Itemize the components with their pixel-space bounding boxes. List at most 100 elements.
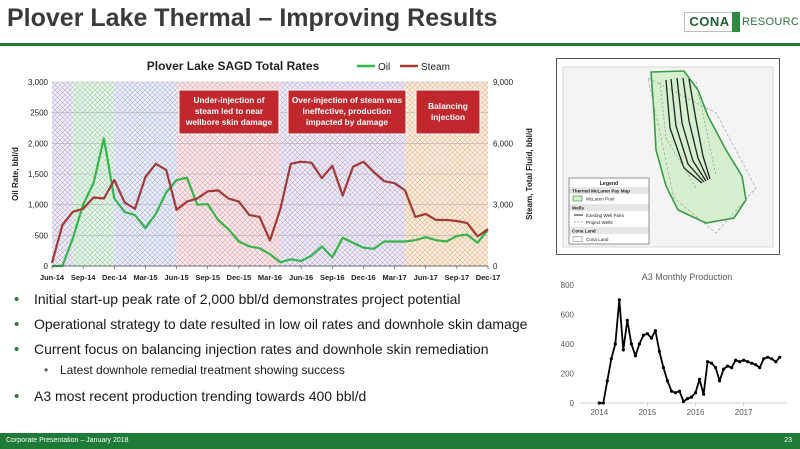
a3-data-point [649,336,653,340]
sub-bullet-item: Latest downhole remedial treatment showi… [12,361,552,380]
y2-tick-label: 3,000 [493,201,514,210]
x-tick-label: Dec-16 [351,273,376,282]
logo-green-bar [732,12,740,32]
a3-data-point [734,358,738,362]
a3-monthly-production-chart: A3 Monthly Production 0 200 400 600 800 2014 2… [561,272,787,417]
page-title: Plover Lake Thermal – Improving Results [7,4,498,32]
map-legend-section3: Cona Land [572,229,596,234]
x-tick-label: Jun-15 [164,273,188,282]
map-legend-title: Legend [600,181,618,187]
small-chart-title: A3 Monthly Production [642,272,733,282]
bullet-item: Operational strategy to date resulted in… [12,315,552,334]
oil-series-line [52,137,489,268]
a3-data-point [633,354,637,358]
a3-data-point [601,401,605,405]
bullet-item: Initial start-up peak rate of 2,000 bbl/… [12,290,552,309]
steam-series-line [50,160,489,264]
a3-data-point [621,348,625,352]
bullet-item: Current focus on balancing injection rat… [12,340,552,359]
y-tick-label: 500 [35,231,49,240]
logo-cona: CONA [684,12,734,32]
a3-data-point [770,357,774,361]
small-x-tick-label: 2014 [590,408,608,417]
a3-data-point [605,379,609,383]
a3-data-point [597,401,601,405]
annotation-text: Under-injection of steam led to near wellb… [185,95,273,127]
small-x-tick-label: 2016 [687,408,705,417]
a3-data-point [710,361,714,365]
y-tick-label: 2,000 [28,139,49,148]
y-tick-label: 1,500 [28,170,49,179]
a3-data-point [609,357,613,361]
a3-data-point [774,360,778,364]
legend-steam-label: Steam [421,62,450,73]
a3-data-point [702,392,706,396]
a3-data-point [697,377,702,381]
a3-data-point [746,360,750,364]
small-x-tick-label: 2015 [638,408,656,417]
a3-data-point [689,395,694,399]
x-tick-label: Sep-17 [445,273,470,282]
a3-data-point [722,367,726,371]
a3-data-point [758,366,762,370]
a3-data-point [718,379,722,383]
y-tick-label: 1,000 [28,201,49,210]
a3-data-point [738,360,742,364]
x-tick-label: Jun-14 [40,273,65,282]
a3-data-point [625,318,629,322]
header-rule [0,43,800,46]
a3-data-point [629,342,633,346]
small-y-tick-label: 0 [570,399,575,408]
a3-data-point [681,399,686,404]
a3-data-point [750,361,754,365]
a3-data-point [762,357,766,361]
project-wells [659,81,717,189]
x-tick-label: Dec-14 [102,273,127,282]
a3-data-point [742,358,746,362]
map-legend-existing: Existing Well Pairs [586,213,625,218]
map-legend-project: Project Wells [586,220,613,225]
legend: Oil Steam [357,62,450,73]
a3-data-point [778,355,782,359]
a3-data-point [693,391,698,395]
well-pairs [665,77,711,184]
small-y-tick-label: 200 [561,370,575,379]
a3-series-line [599,298,781,404]
annotation-box [415,89,481,135]
a3-data-point [677,389,682,393]
company-logo: CONA RESOURCES [684,9,800,35]
small-y-tick-label: 600 [561,311,575,320]
cona-land-dash [647,77,757,234]
logo-resources: RESOURCES [742,16,800,28]
map-legend-section1: Thermal McLaren Pay Map [572,189,630,194]
a3-data-point [637,342,641,346]
footer-text: Corporate Presentation – January 2018 [6,437,129,444]
x-tick-label: Mar-15 [133,273,157,282]
y-axis-label: Oil Rate, bbl/d [11,147,20,201]
page-number: 23 [784,437,792,444]
a3-data-point [754,363,758,367]
a3-data-point [617,298,621,302]
annotation-text: Balancing injection [428,101,468,122]
y2-tick-label: 0 [493,262,498,271]
y-tick-label: 0 [44,262,49,271]
annotation-text: Over-injection of steam was ineffective, … [292,95,403,127]
legend-oil-label: Oil [378,62,390,73]
small-y-tick-label: 400 [561,340,575,349]
a3-data-point [653,329,657,333]
a3-data-point [706,360,710,364]
a3-data-point [645,332,649,336]
annotation-box [178,89,280,135]
a3-data-point [673,391,678,395]
a3-data-point [641,333,645,337]
x-tick-label: Dec-15 [227,273,252,282]
small-x-tick-label: 2017 [735,408,753,417]
a3-data-point [714,366,718,370]
x-tick-label: Jun-16 [289,273,313,282]
a3-data-point [766,355,770,359]
x-tick-label: Mar-17 [382,273,406,282]
y2-tick-label: 6,000 [493,139,514,148]
x-tick-label: Sep-14 [71,273,96,282]
a3-data-point [669,389,674,393]
map-legend-section2: Wells [572,206,584,211]
